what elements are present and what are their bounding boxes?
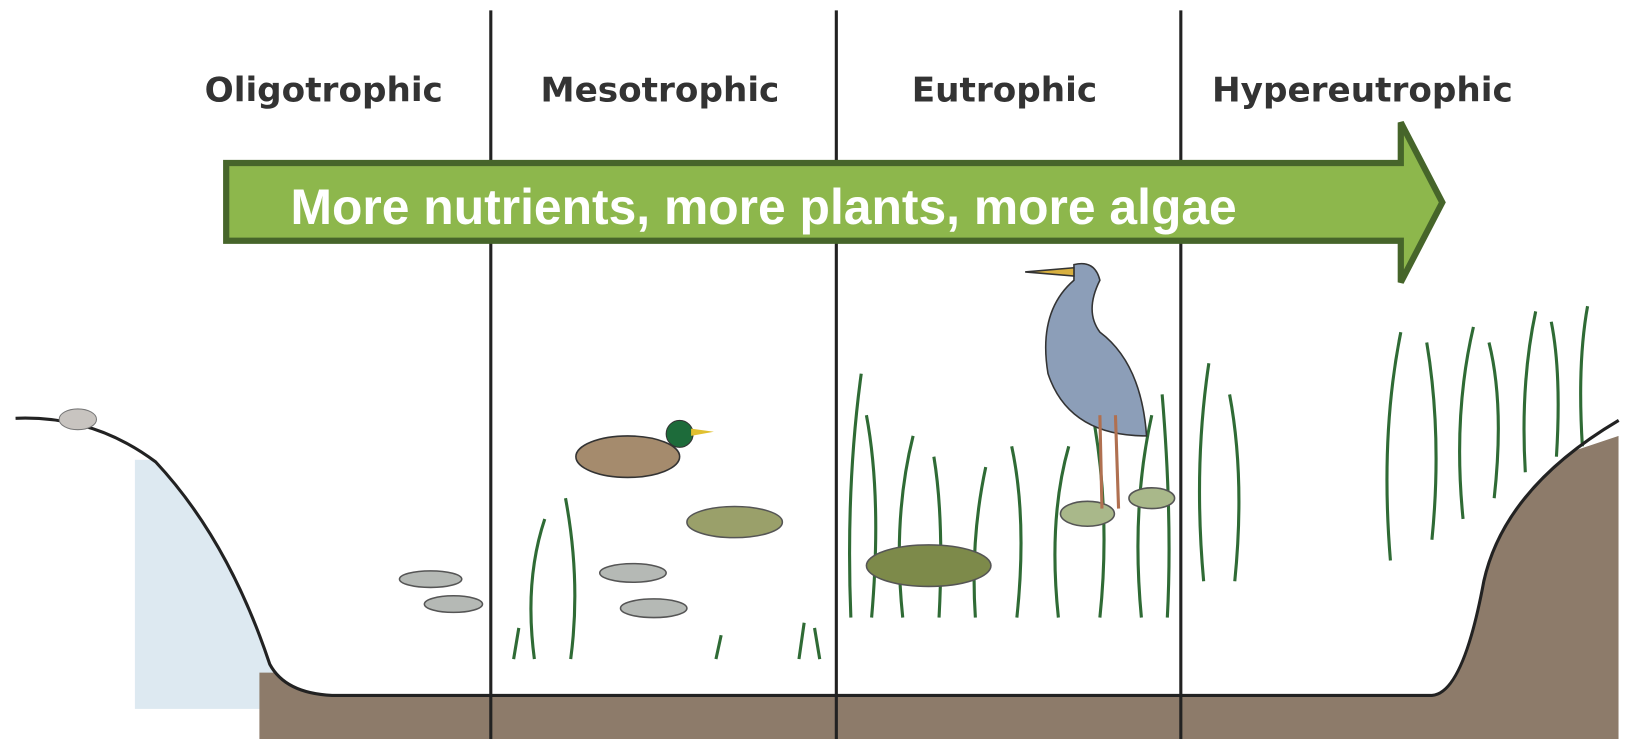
sediment: [259, 672, 491, 739]
plants: [512, 305, 1590, 660]
stage-label: Oligotrophic: [205, 71, 443, 111]
sediment: [836, 619, 1181, 739]
stage-label: Eutrophic: [912, 71, 1097, 111]
arrow: [223, 121, 1446, 284]
arrow-text: More nutrients, more plants, more algae: [291, 179, 1237, 235]
stage-label: Mesotrophic: [541, 71, 780, 111]
duck: [575, 419, 714, 479]
water-mesotrophic: [490, 463, 837, 714]
fish: [398, 487, 1176, 619]
rock: [58, 408, 98, 431]
sediment: [490, 660, 837, 739]
sediment: [1180, 435, 1619, 739]
basin-outline: [15, 416, 1620, 697]
pond: [134, 435, 1619, 739]
dividers: [489, 10, 1183, 739]
heron: [1025, 262, 1148, 509]
stage-label: Hypereutrophic: [1212, 71, 1513, 111]
